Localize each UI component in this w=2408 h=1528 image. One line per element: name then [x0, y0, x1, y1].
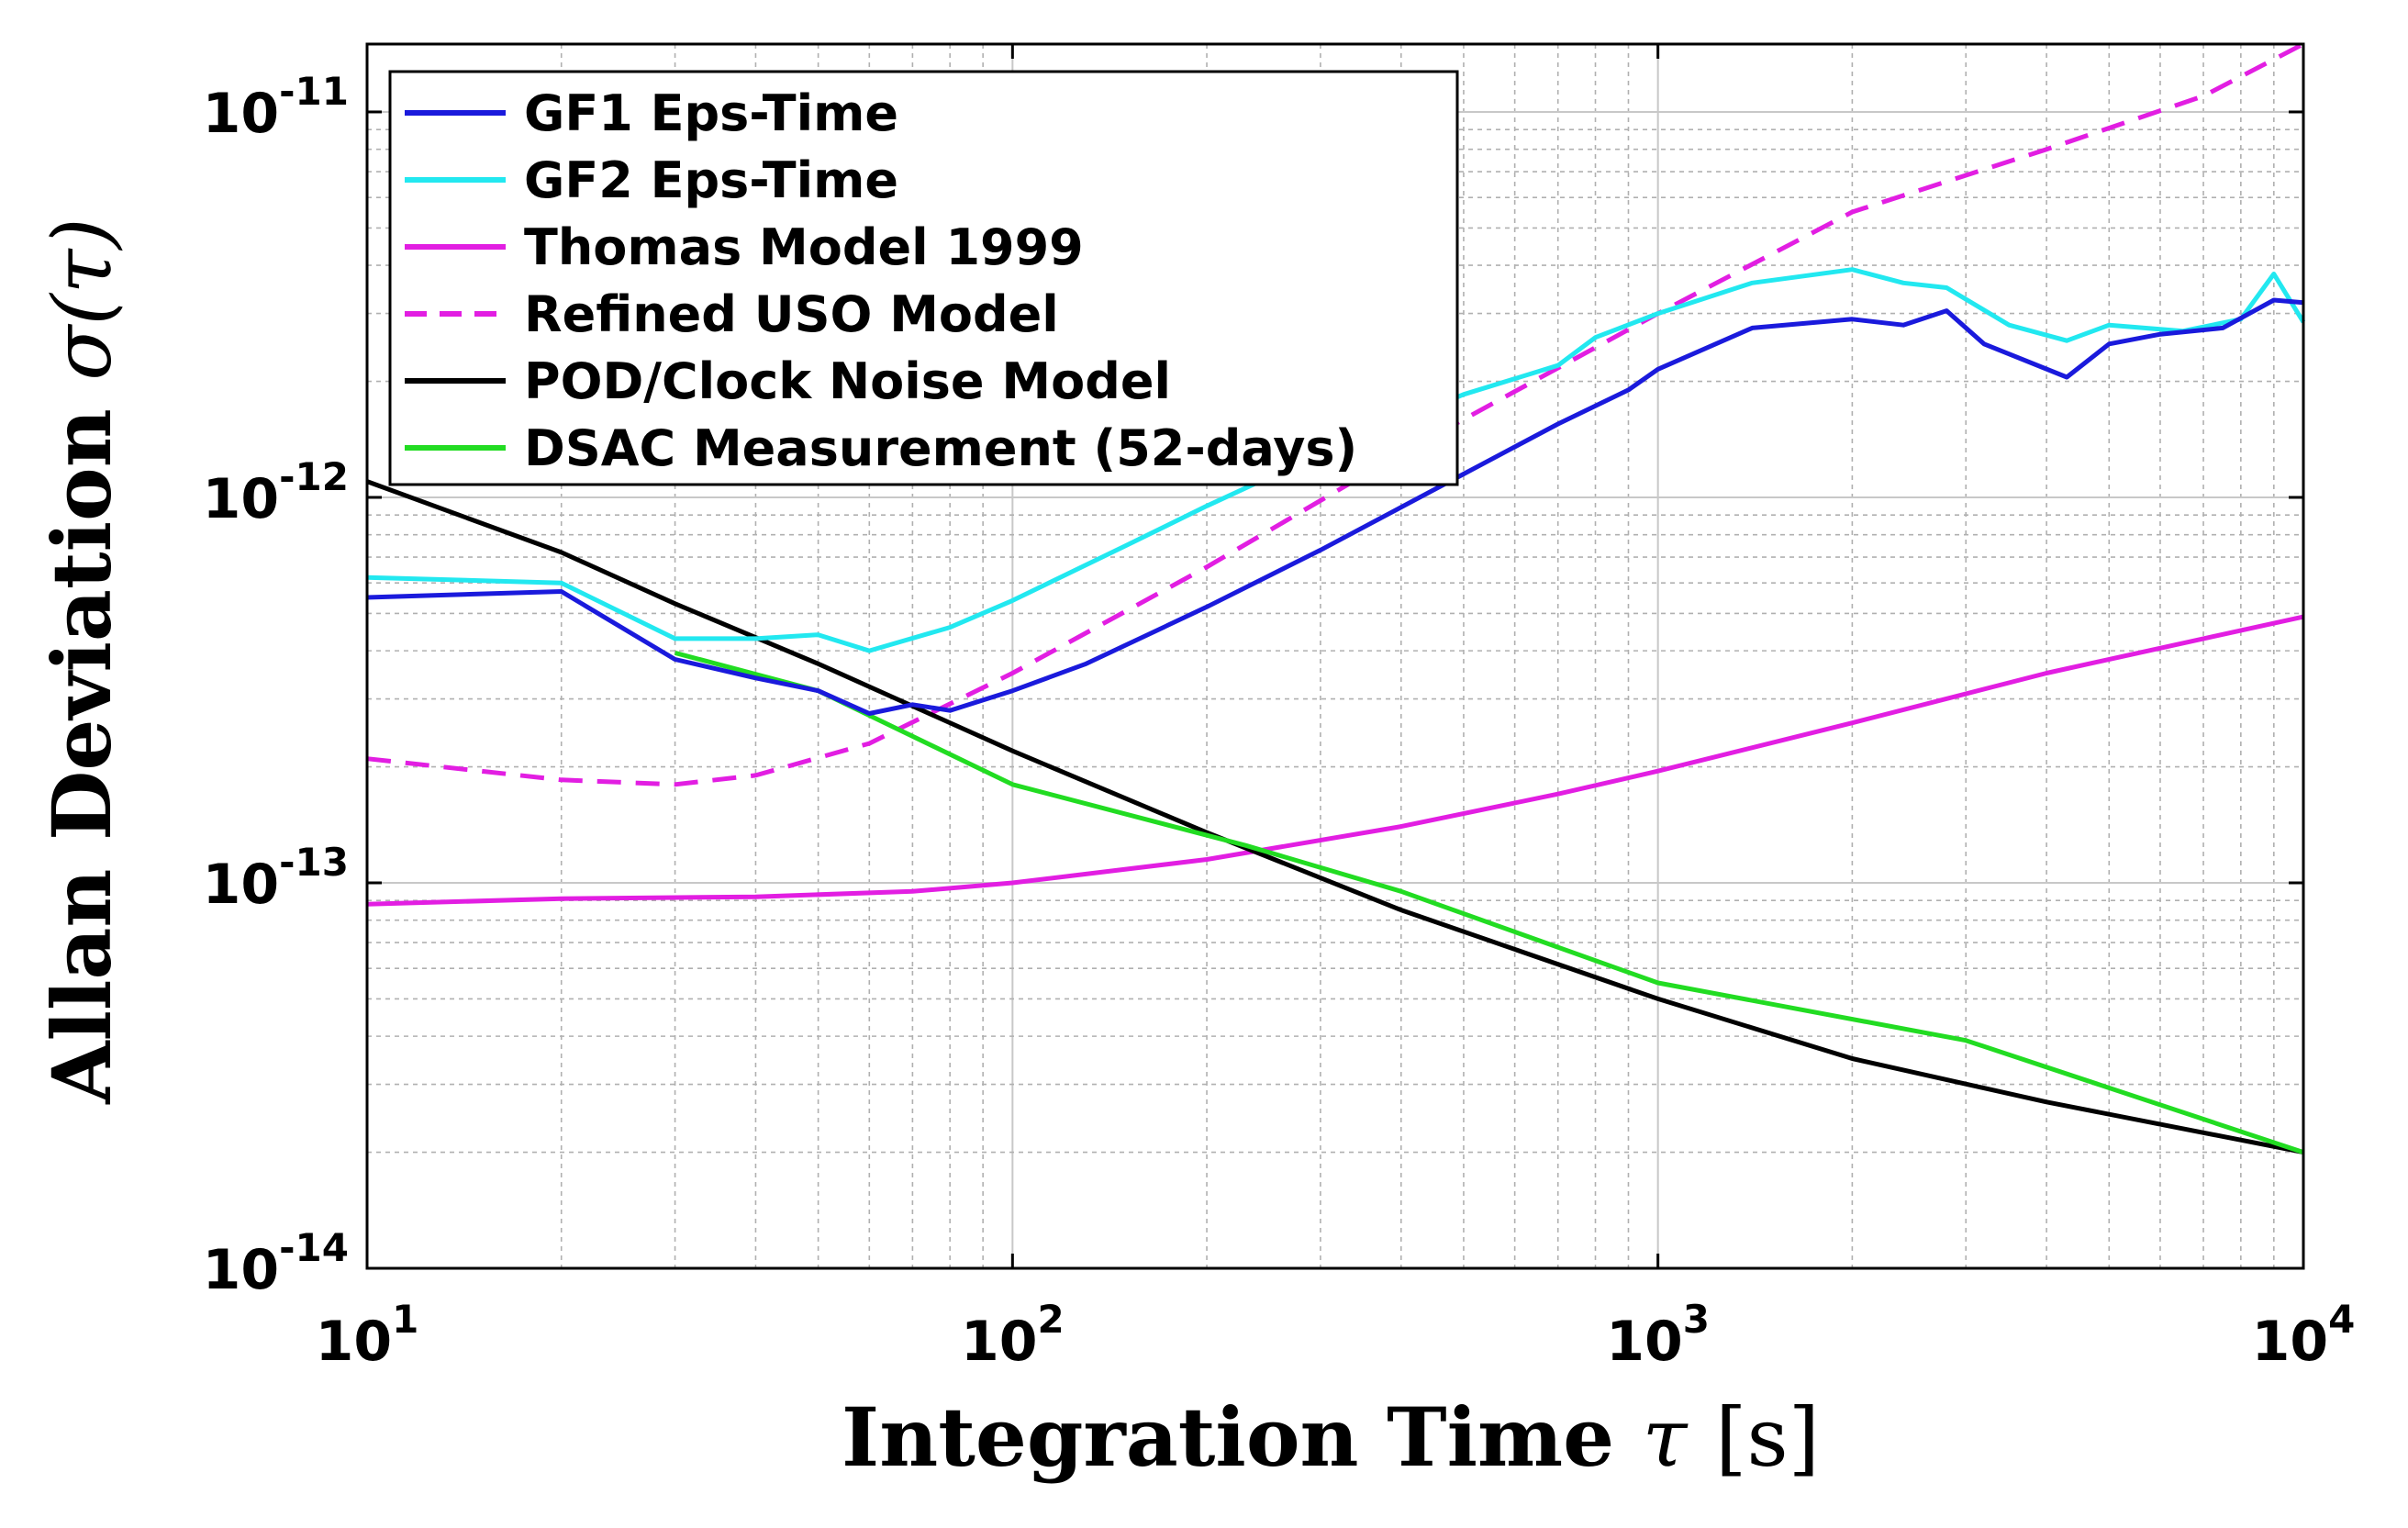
- x-tick-label: 102: [961, 1297, 1065, 1374]
- x-tick-label: 103: [1606, 1297, 1710, 1374]
- legend-label: POD/Clock Noise Model: [524, 352, 1171, 410]
- legend-label: DSAC Measurement (52-days): [524, 419, 1357, 477]
- series-line-gf2-eps-time: [366, 267, 2306, 653]
- x-tick-label: 101: [316, 1297, 419, 1374]
- series-layer: [366, 41, 2306, 1155]
- legend-label: GF1 Eps-Time: [524, 84, 898, 142]
- y-tick-label: 10-13: [203, 840, 349, 917]
- y-tick-label: 10-12: [203, 454, 349, 531]
- legend-label: Refined USO Model: [524, 285, 1059, 343]
- plot-frame: [365, 42, 2305, 1270]
- y-tick-label: 10-11: [203, 69, 349, 146]
- legend-box: [388, 70, 1459, 486]
- tick-labels: 101 102 103 104 10-11 10-12 10-13 10-14: [203, 44, 2356, 1374]
- x-axis-label: Integration Time τ [s]: [842, 1389, 1820, 1485]
- series-line-thomas-model-1999: [366, 614, 2304, 907]
- x-tick-label: 104: [2252, 1297, 2356, 1374]
- series-line-refined-uso-model: [366, 41, 2305, 787]
- y-axis-label: Allan Deviation σ(τ): [34, 217, 129, 1104]
- series-line-dsac-measurement-52-days: [674, 650, 2304, 1154]
- legend-label: Thomas Model 1999: [524, 218, 1084, 276]
- series-line-gf1-eps-time: [366, 297, 2304, 716]
- series-line-pod-clock-noise-model: [366, 479, 2304, 1155]
- y-tick-label: 10-14: [203, 1225, 349, 1302]
- legend-label: GF2 Eps-Time: [524, 151, 898, 209]
- legend: GF1 Eps-Time GF2 Eps-Time Thomas Model 199…: [388, 70, 1459, 486]
